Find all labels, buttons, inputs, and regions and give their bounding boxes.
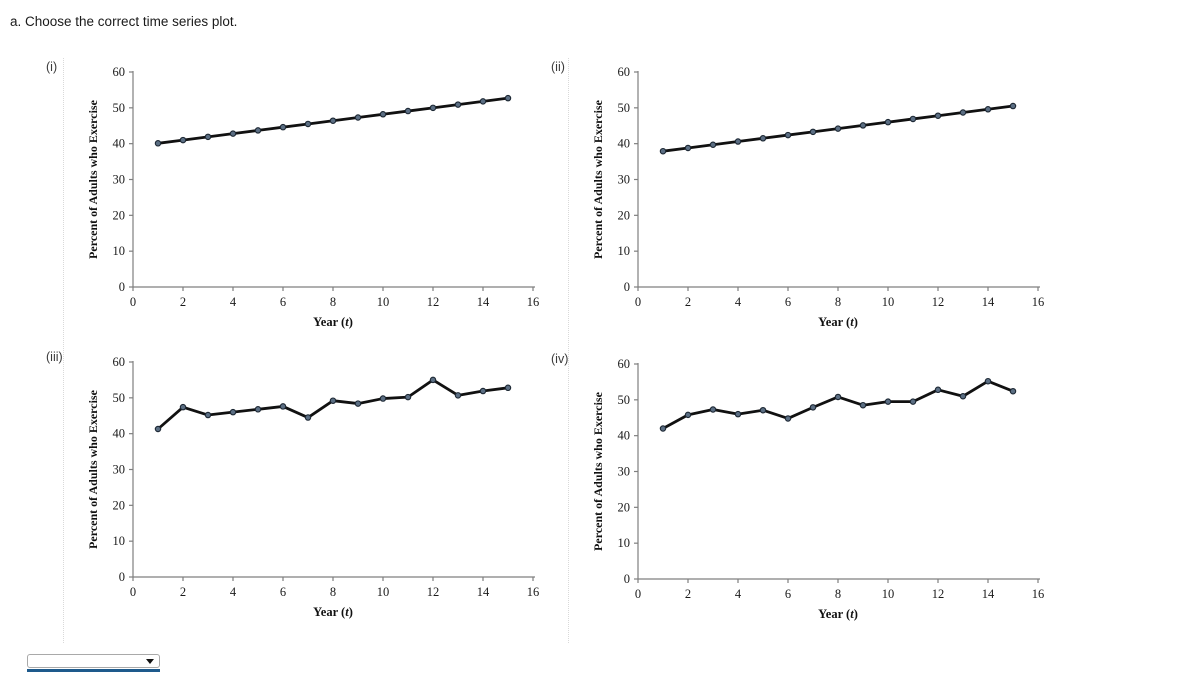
svg-text:50: 50 bbox=[113, 101, 126, 115]
dropdown-arrow-icon bbox=[146, 659, 154, 664]
chart-iii: (iii) 0 2 4 6 8 10 12 14 16 0 10 20 30 40 50 60 Percent … bbox=[40, 348, 545, 640]
svg-text:8: 8 bbox=[330, 585, 336, 599]
chart-i-label: (i) bbox=[46, 60, 58, 74]
column-separator-right bbox=[568, 58, 569, 643]
svg-text:Year (t): Year (t) bbox=[818, 607, 858, 621]
svg-text:12: 12 bbox=[427, 295, 440, 309]
svg-text:14: 14 bbox=[477, 295, 490, 309]
svg-text:30: 30 bbox=[618, 173, 631, 187]
svg-text:2: 2 bbox=[685, 295, 691, 309]
answer-dropdown[interactable] bbox=[27, 654, 160, 668]
svg-text:30: 30 bbox=[113, 173, 126, 187]
svg-text:10: 10 bbox=[377, 295, 390, 309]
chart-ii-label: (ii) bbox=[551, 60, 565, 74]
svg-text:30: 30 bbox=[618, 465, 631, 479]
svg-text:16: 16 bbox=[527, 295, 540, 309]
svg-text:14: 14 bbox=[982, 587, 995, 601]
chart-i: (i) 0 2 4 6 8 10 12 14 16 0 10 20 30 40 50 60 Percent of… bbox=[40, 58, 545, 350]
svg-text:14: 14 bbox=[477, 585, 490, 599]
svg-text:60: 60 bbox=[113, 355, 126, 369]
svg-text:0: 0 bbox=[624, 280, 630, 294]
svg-text:12: 12 bbox=[932, 295, 945, 309]
chart-ii: (ii) 0 2 4 6 8 10 12 14 16 0 10 20 30 40 50 60 Percent o… bbox=[545, 58, 1050, 350]
svg-text:0: 0 bbox=[635, 587, 641, 601]
svg-text:10: 10 bbox=[113, 534, 126, 548]
svg-text:20: 20 bbox=[618, 208, 631, 222]
svg-text:8: 8 bbox=[835, 587, 841, 601]
svg-text:0: 0 bbox=[130, 295, 136, 309]
svg-text:60: 60 bbox=[618, 65, 631, 79]
svg-text:60: 60 bbox=[618, 357, 631, 371]
svg-text:Year (t): Year (t) bbox=[313, 605, 353, 619]
svg-text:4: 4 bbox=[735, 295, 742, 309]
svg-text:0: 0 bbox=[624, 572, 630, 586]
svg-text:0: 0 bbox=[119, 570, 125, 584]
svg-text:40: 40 bbox=[618, 429, 631, 443]
chart-iii-label: (iii) bbox=[46, 350, 63, 364]
svg-text:50: 50 bbox=[618, 101, 631, 115]
svg-text:20: 20 bbox=[113, 498, 126, 512]
svg-text:40: 40 bbox=[113, 427, 126, 441]
chart-iv-label: (iv) bbox=[551, 352, 569, 366]
svg-text:2: 2 bbox=[180, 295, 186, 309]
chart-ii-plot: 0 2 4 6 8 10 12 14 16 0 10 20 30 40 50 60 Percent of Adu… bbox=[591, 65, 1045, 329]
svg-text:Year (t): Year (t) bbox=[313, 315, 353, 329]
svg-text:16: 16 bbox=[527, 585, 540, 599]
svg-text:40: 40 bbox=[618, 137, 631, 151]
svg-text:4: 4 bbox=[230, 585, 237, 599]
chart-i-plot: 0 2 4 6 8 10 12 14 16 0 10 20 30 40 50 60 Percent of Adu… bbox=[86, 65, 540, 329]
svg-text:Percent of Adults who Exercise: Percent of Adults who Exercise bbox=[86, 99, 100, 259]
svg-text:40: 40 bbox=[113, 137, 126, 151]
svg-text:16: 16 bbox=[1032, 295, 1045, 309]
svg-text:10: 10 bbox=[618, 244, 631, 258]
svg-text:4: 4 bbox=[735, 587, 742, 601]
chart-iv-plot: 0 2 4 6 8 10 12 14 16 0 10 20 30 40 50 60 Percent of Adu… bbox=[591, 357, 1045, 621]
chart-iii-plot: 0 2 4 6 8 10 12 14 16 0 10 20 30 40 50 60 Percent of Adu… bbox=[86, 355, 540, 619]
svg-text:20: 20 bbox=[113, 208, 126, 222]
svg-text:8: 8 bbox=[330, 295, 336, 309]
svg-text:30: 30 bbox=[113, 463, 126, 477]
svg-text:0: 0 bbox=[130, 585, 136, 599]
svg-text:50: 50 bbox=[618, 393, 631, 407]
svg-text:16: 16 bbox=[1032, 587, 1045, 601]
svg-text:6: 6 bbox=[280, 295, 286, 309]
svg-text:Percent of Adults who Exercise: Percent of Adults who Exercise bbox=[591, 99, 605, 259]
svg-text:50: 50 bbox=[113, 391, 126, 405]
svg-text:8: 8 bbox=[835, 295, 841, 309]
svg-text:2: 2 bbox=[180, 585, 186, 599]
svg-text:6: 6 bbox=[785, 587, 791, 601]
svg-text:6: 6 bbox=[280, 585, 286, 599]
svg-text:10: 10 bbox=[113, 244, 126, 258]
svg-text:10: 10 bbox=[882, 587, 895, 601]
chart-iv: (iv) 0 2 4 6 8 10 12 14 16 0 10 20 30 40 50 60 Percent o… bbox=[545, 350, 1050, 642]
svg-text:12: 12 bbox=[932, 587, 945, 601]
svg-text:Year (t): Year (t) bbox=[818, 315, 858, 329]
page-title: a. Choose the correct time series plot. bbox=[10, 14, 238, 29]
svg-text:12: 12 bbox=[427, 585, 440, 599]
svg-text:0: 0 bbox=[635, 295, 641, 309]
answer-dropdown-underline bbox=[27, 669, 160, 672]
svg-text:10: 10 bbox=[882, 295, 895, 309]
svg-text:6: 6 bbox=[785, 295, 791, 309]
svg-text:Percent of Adults who Exercise: Percent of Adults who Exercise bbox=[591, 391, 605, 551]
column-separator-left bbox=[63, 58, 64, 643]
svg-text:4: 4 bbox=[230, 295, 237, 309]
svg-text:0: 0 bbox=[119, 280, 125, 294]
svg-text:Percent of Adults who Exercise: Percent of Adults who Exercise bbox=[86, 389, 100, 549]
svg-text:2: 2 bbox=[685, 587, 691, 601]
svg-text:20: 20 bbox=[618, 500, 631, 514]
svg-text:60: 60 bbox=[113, 65, 126, 79]
svg-text:10: 10 bbox=[377, 585, 390, 599]
svg-text:14: 14 bbox=[982, 295, 995, 309]
svg-text:10: 10 bbox=[618, 536, 631, 550]
